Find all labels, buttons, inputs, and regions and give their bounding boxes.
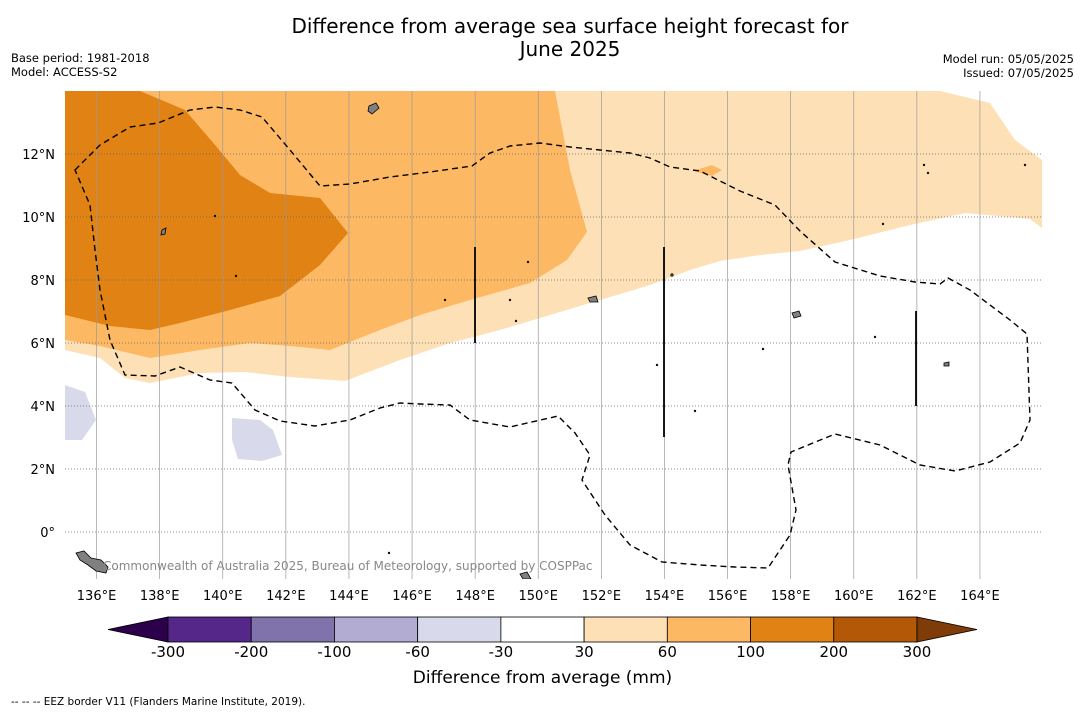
island-dot-9 [873, 335, 877, 339]
colorbar-swatch [250, 616, 335, 643]
colorbar-tick-label: 100 [736, 643, 765, 661]
colorbar-tick-label: -30 [488, 643, 514, 661]
island-dot-5 [443, 298, 447, 302]
colorbar-swatch [583, 616, 668, 643]
island-north-coast-png [75, 550, 109, 574]
latitude-label: 4°N [31, 400, 56, 415]
colorbar-tick-label: 200 [819, 643, 849, 661]
longitude-label: 140°E [203, 589, 243, 604]
colorbar-tick-label: 60 [657, 643, 677, 661]
latitude-label: 8°N [31, 274, 56, 289]
map-credit: Commonwealth of Australia 2025, Bureau o… [103, 559, 593, 573]
longitude-label: 162°E [897, 589, 937, 604]
map-title: Difference from average sea surface heig… [200, 15, 940, 61]
title-line-2: June 2025 [519, 37, 621, 61]
island-bismarck [519, 571, 532, 579]
anomaly-region-100-200 [65, 91, 348, 330]
island-pohnpei [791, 310, 802, 319]
colorbar-extend-low [107, 616, 169, 643]
island-dot-13 [1023, 163, 1027, 167]
island-dot-3 [526, 260, 530, 264]
longitude-label: 144°E [329, 589, 369, 604]
island-kosrae [943, 361, 950, 367]
eez-footnote: -- -- -- EEZ border V11 (Flanders Marine… [11, 696, 306, 708]
longitude-label: 152°E [582, 589, 622, 604]
anomaly-patch-60-100 [693, 165, 722, 176]
longitude-label: 146°E [392, 589, 432, 604]
island-ngulu [367, 102, 380, 115]
eez-border [74, 106, 1031, 569]
island-dot-12 [926, 171, 930, 175]
colorbar [107, 616, 978, 643]
longitude-label: 148°E [455, 589, 495, 604]
colorbar-tick-label: -100 [317, 643, 352, 661]
colorbar-swatch [334, 616, 419, 643]
title-line-1: Difference from average sea surface heig… [291, 14, 849, 38]
island-dot-10 [881, 222, 885, 226]
island-dot-4 [670, 273, 674, 277]
colorbar-extend-high [916, 616, 978, 643]
island-dot-6 [508, 298, 512, 302]
meta-right: Model run: 05/05/2025 Issued: 07/05/2025 [943, 52, 1074, 80]
longitude-label: 138°E [140, 589, 180, 604]
colorbar-tick-label: -300 [150, 643, 186, 661]
longitude-label: 164°E [960, 589, 1000, 604]
colorbar-tick-label: -60 [405, 643, 430, 661]
colorbar-tick-label: 30 [574, 643, 594, 661]
colorbar-swatch [500, 616, 585, 643]
longitude-label: 156°E [708, 589, 748, 604]
island-dot-15 [387, 551, 391, 555]
colorbar-tick-label: -200 [234, 643, 269, 661]
island-west-caroline [587, 295, 599, 303]
island-dot-11 [922, 163, 926, 167]
island-yap [160, 227, 167, 236]
base-period: Base period: 1981-2018 [11, 51, 150, 65]
boundary-lines [474, 247, 917, 437]
model-name: Model: ACCESS-S2 [11, 65, 118, 79]
colorbar-swatch [666, 616, 751, 643]
island-dot-14 [761, 347, 765, 351]
colorbar-tick-label: 300 [902, 643, 932, 661]
island-dot-8 [693, 409, 697, 413]
colorbar-swatch [417, 616, 502, 643]
island-dot-1 [234, 274, 238, 278]
anomaly-patch-neg-central [232, 418, 282, 461]
graticule [65, 91, 1042, 579]
longitude-label: 150°E [518, 589, 558, 604]
latitude-label: 12°N [22, 148, 55, 163]
longitude-label: 154°E [645, 589, 685, 604]
latitude-label: 2°N [31, 463, 56, 478]
latitude-label: 10°N [22, 211, 55, 226]
colorbar-swatch [833, 616, 918, 643]
latitude-labels: 12°N 10°N 8°N 6°N 4°N 2°N 0° [22, 148, 55, 541]
latitude-label: 0° [40, 526, 55, 541]
latitude-label: 6°N [31, 337, 56, 352]
colorbar-title: Difference from average (mm) [412, 668, 673, 688]
model-run: Model run: 05/05/2025 [942, 52, 1074, 66]
meta-left: Base period: 1981-2018 Model: ACCESS-S2 [11, 51, 150, 79]
island-dot-16 [514, 319, 518, 323]
island-dot-7 [655, 363, 659, 367]
longitude-label: 136°E [77, 589, 117, 604]
longitude-labels: 136°E 138°E 140°E 142°E 144°E 146°E 148°E 150°E… [77, 589, 1000, 604]
longitude-label: 158°E [771, 589, 811, 604]
longitude-label: 142°E [266, 589, 306, 604]
longitude-label: 160°E [834, 589, 874, 604]
colorbar-swatch [167, 616, 252, 643]
island-dot-2 [213, 214, 217, 218]
islands [75, 102, 1027, 579]
map-area: Commonwealth of Australia 2025, Bureau o… [65, 91, 1042, 579]
issued-date: Issued: 07/05/2025 [963, 66, 1074, 80]
colorbar-swatch [750, 616, 835, 643]
anomaly-patch-neg-west [65, 385, 96, 440]
